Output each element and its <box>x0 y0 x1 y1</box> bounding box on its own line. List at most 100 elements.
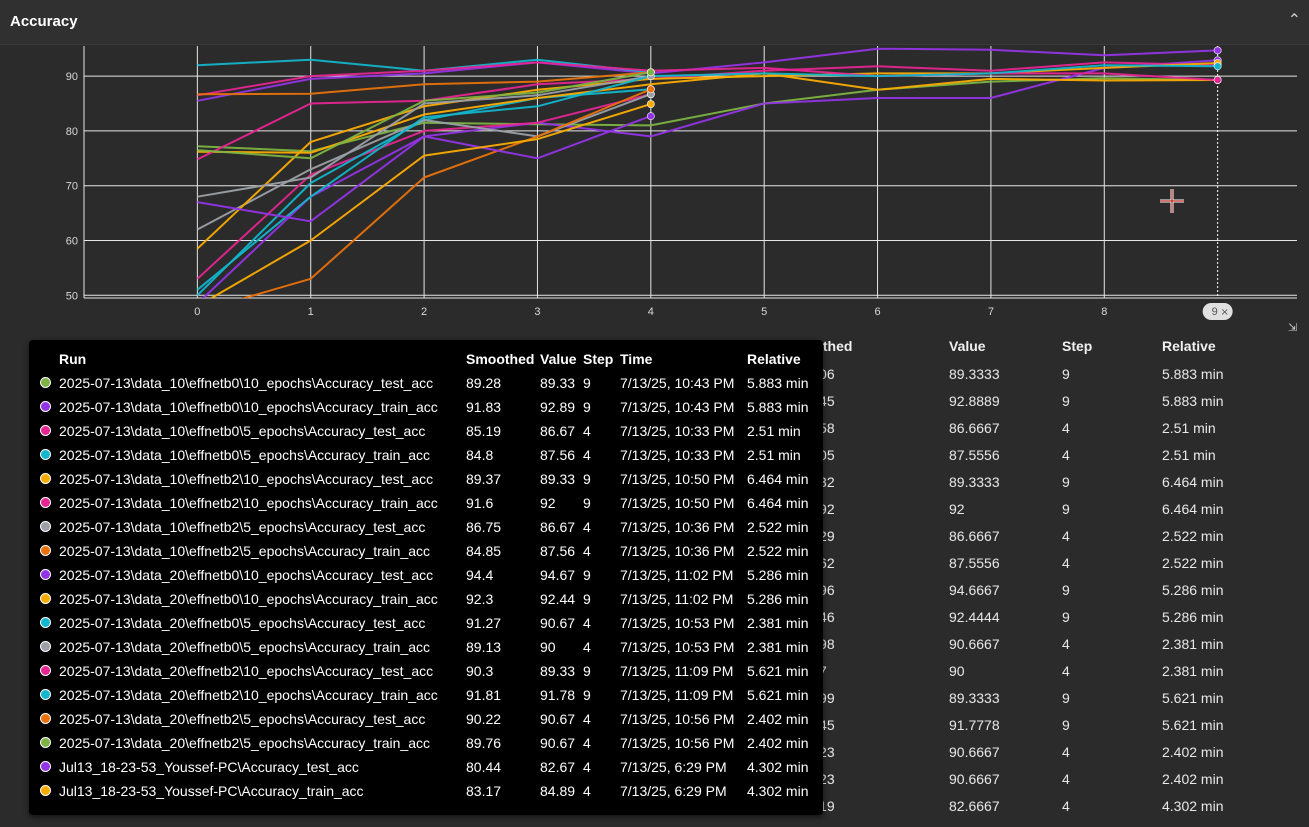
tooltip-cell-time: 7/13/25, 11:02 PM <box>620 591 734 607</box>
series-color-swatch <box>40 593 51 604</box>
tooltip-cell-smoothed: 92.3 <box>466 591 494 607</box>
tooltip-cell-run: 2025-07-13\data_10\effnetb2\5_epochs\Acc… <box>59 519 426 535</box>
tooltip-cell-relative: 2.51 min <box>747 447 801 463</box>
cell-relative: 2.522 min <box>1162 555 1224 571</box>
tooltip-cell-run: 2025-07-13\data_20\effnetb2\5_epochs\Acc… <box>59 711 426 727</box>
series-color-swatch <box>40 377 51 388</box>
tooltip-cell-value: 82.67 <box>540 759 576 775</box>
tooltip-cell-step: 9 <box>583 663 591 679</box>
chart-title: Accuracy <box>10 13 78 30</box>
cell-relative: 5.286 min <box>1162 582 1224 598</box>
cell-relative: 2.402 min <box>1162 744 1224 760</box>
tooltip-cell-relative: 6.464 min <box>747 471 809 487</box>
y-tick-label: 90 <box>66 71 78 83</box>
tooltip-cell-step: 9 <box>583 375 591 391</box>
tooltip-cell-step: 4 <box>583 783 591 799</box>
cell-step: 4 <box>1062 420 1070 436</box>
tooltip-cell-time: 7/13/25, 10:36 PM <box>620 519 735 535</box>
resize-handle-icon[interactable]: ⇲ <box>1288 322 1298 334</box>
line-chart[interactable]: 0 1 2 3 4 5 6 7 8 50 60 70 80 90 9 × <box>0 44 1309 334</box>
tooltip-cell-time: 7/13/25, 10:43 PM <box>620 399 735 415</box>
tooltip-cell-relative: 5.286 min <box>747 567 809 583</box>
series-endpoint-marker <box>1213 76 1222 84</box>
cell-value: 86.6667 <box>949 528 1000 544</box>
cell-step: 4 <box>1062 447 1070 463</box>
series-line <box>201 59 1218 298</box>
tooltip-row: 2025-07-13\data_20\effnetb0\5_epochs\Acc… <box>29 611 823 635</box>
series-color-swatch <box>40 449 51 460</box>
cell-relative: 2.522 min <box>1162 528 1224 544</box>
tooltip-cell-smoothed: 91.83 <box>466 399 502 415</box>
tooltip-cell-run: Jul13_18-23-53_Youssef-PC\Accuracy_test_… <box>59 759 359 775</box>
column-header-value[interactable]: Value <box>949 338 986 354</box>
series-line <box>196 64 1218 291</box>
tooltip-cell-run: Jul13_18-23-53_Youssef-PC\Accuracy_train… <box>59 783 364 799</box>
tooltip-cell-run: 2025-07-13\data_10\effnetb0\5_epochs\Acc… <box>59 447 431 463</box>
cell-value: 89.3333 <box>949 690 1000 706</box>
series-line <box>209 103 652 298</box>
series-color-swatch <box>40 569 51 580</box>
tooltip-cell-step: 4 <box>583 711 591 727</box>
tooltip-row: Jul13_18-23-53_Youssef-PC\Accuracy_train… <box>29 779 823 803</box>
series-endpoint-marker <box>1213 46 1222 55</box>
tooltip-cell-relative: 5.621 min <box>747 687 809 703</box>
cell-step: 4 <box>1062 663 1070 679</box>
cell-step: 9 <box>1062 366 1070 382</box>
tooltip-cell-run: 2025-07-13\data_10\effnetb2\10_epochs\Ac… <box>59 495 438 511</box>
x-tick-label: 2 <box>421 306 427 318</box>
tooltip-cell-step: 4 <box>583 447 591 463</box>
tooltip-header-relative: Relative <box>747 351 801 367</box>
cell-value: 90.6667 <box>949 744 1000 760</box>
x-tick-label: 8 <box>1101 306 1107 318</box>
tooltip-header-run: Run <box>59 351 87 367</box>
cell-value: 92 <box>949 501 965 517</box>
series-color-swatch <box>40 737 51 748</box>
tooltip-cell-run: 2025-07-13\data_20\effnetb0\10_epochs\Ac… <box>59 591 438 607</box>
tooltip-cell-step: 9 <box>583 399 591 415</box>
close-icon[interactable]: × <box>1220 307 1228 318</box>
tooltip-cell-run: 2025-07-13\data_20\effnetb2\10_epochs\Ac… <box>59 687 438 703</box>
tooltip-cell-value: 87.56 <box>540 447 576 463</box>
tooltip-cell-value: 91.78 <box>540 687 576 703</box>
tooltip-cell-relative: 5.883 min <box>747 399 809 415</box>
tooltip-cell-smoothed: 89.76 <box>466 735 502 751</box>
cell-step: 4 <box>1062 636 1070 652</box>
series-color-swatch <box>40 545 51 556</box>
cell-value: 90.6667 <box>949 771 1000 787</box>
cell-relative: 2.381 min <box>1162 663 1224 679</box>
series-color-swatch <box>40 425 51 436</box>
cell-step: 4 <box>1062 798 1070 814</box>
column-header-relative[interactable]: Relative <box>1162 338 1216 354</box>
tooltip-cell-smoothed: 89.37 <box>466 471 502 487</box>
tooltip-cell-time: 7/13/25, 10:56 PM <box>620 735 735 751</box>
tooltip-cell-step: 4 <box>583 639 591 655</box>
tooltip-row: 2025-07-13\data_20\effnetb0\5_epochs\Acc… <box>29 635 823 659</box>
cell-value: 86.6667 <box>949 420 1000 436</box>
tooltip-row: 2025-07-13\data_10\effnetb0\5_epochs\Acc… <box>29 419 823 443</box>
series-line <box>197 75 651 198</box>
chevron-up-icon[interactable]: ⌃ <box>1287 12 1301 29</box>
series-endpoint-marker <box>646 68 655 77</box>
cell-relative: 2.381 min <box>1162 636 1224 652</box>
tooltip-cell-value: 92 <box>540 495 556 511</box>
tooltip-cell-relative: 2.522 min <box>747 543 809 559</box>
tooltip-row: Jul13_18-23-53_Youssef-PC\Accuracy_test_… <box>29 755 823 779</box>
tooltip-cell-relative: 6.464 min <box>747 495 809 511</box>
series-endpoint-marker <box>646 85 655 94</box>
column-header-step[interactable]: Step <box>1062 338 1093 354</box>
x-tick-label: 4 <box>648 306 654 318</box>
tooltip-row: 2025-07-13\data_20\effnetb0\10_epochs\Ac… <box>29 563 823 587</box>
series-color-swatch <box>40 521 51 532</box>
cell-step: 4 <box>1062 528 1070 544</box>
tooltip-cell-run: 2025-07-13\data_10\effnetb0\10_epochs\Ac… <box>59 399 438 415</box>
cell-value: 94.6667 <box>949 582 1000 598</box>
tooltip-cell-run: 2025-07-13\data_20\effnetb0\10_epochs\Ac… <box>59 567 434 583</box>
tooltip-row: 2025-07-13\data_10\effnetb0\10_epochs\Ac… <box>29 395 823 419</box>
cell-value: 89.3333 <box>949 366 1000 382</box>
tooltip-cell-relative: 2.402 min <box>747 735 809 751</box>
y-tick-label: 80 <box>66 126 78 138</box>
cell-step: 4 <box>1062 744 1070 760</box>
tooltip-cell-relative: 2.381 min <box>747 615 809 631</box>
tooltip-row: 2025-07-13\data_20\effnetb2\10_epochs\Ac… <box>29 683 823 707</box>
tooltip-cell-relative: 2.522 min <box>747 519 809 535</box>
